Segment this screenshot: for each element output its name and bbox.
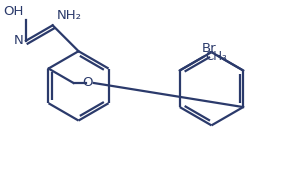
Text: CH₃: CH₃ [205, 50, 227, 64]
Text: N: N [13, 34, 23, 47]
Text: OH: OH [4, 5, 24, 18]
Text: Br: Br [202, 42, 216, 55]
Text: O: O [83, 76, 93, 89]
Text: NH₂: NH₂ [56, 9, 82, 22]
